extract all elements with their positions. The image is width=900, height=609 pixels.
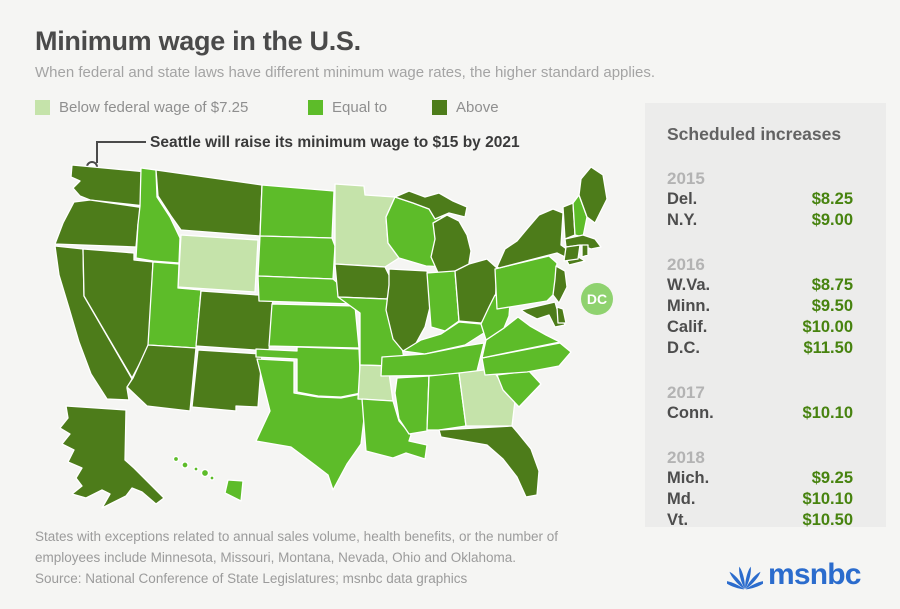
scheduled-state-label: Calif.	[667, 318, 708, 336]
scheduled-row: Mich. $9.25	[667, 468, 853, 489]
dc-badge: DC	[581, 283, 613, 315]
scheduled-group-2016: 2016 W.Va. $8.75 Minn. $9.50 Calif. $10.00 D.C.…	[667, 254, 853, 359]
legend-item-equal: Equal to	[308, 99, 387, 116]
state-sd	[257, 235, 336, 280]
scheduled-group-2015: 2015 Del. $8.25 N.Y. $9.00	[667, 168, 853, 231]
scheduled-increases-panel: Scheduled increases 2015 Del. $8.25 N.Y. $9.…	[645, 103, 886, 529]
state-tx	[255, 358, 367, 491]
state-az	[126, 344, 197, 412]
scheduled-state-label: Vt.	[667, 511, 689, 529]
state-or	[54, 199, 146, 248]
state-ny	[496, 208, 586, 269]
state-nh	[572, 194, 588, 238]
state-wy	[177, 234, 259, 293]
us-minimum-wage-map: DC	[54, 164, 613, 509]
msnbc-logo: msnbc	[727, 558, 862, 592]
state-hi	[224, 479, 244, 502]
page-subtitle: When federal and state laws have differe…	[35, 64, 656, 81]
state-in	[426, 270, 460, 332]
footnote-text: States with exceptions related to annual…	[35, 529, 559, 565]
source-text: Source: National Conference of State Leg…	[35, 571, 468, 586]
scheduled-year: 2018	[667, 448, 705, 467]
scheduled-wage-value: $10.00	[802, 318, 853, 336]
state-nm	[191, 349, 263, 412]
state-ok	[255, 346, 362, 398]
state-wa	[70, 164, 148, 207]
state-ct	[563, 244, 581, 262]
scheduled-row: D.C. $11.50	[667, 338, 853, 359]
state-ak	[59, 405, 165, 509]
scheduled-row: N.Y. $9.00	[667, 210, 853, 231]
state-fl	[438, 425, 540, 498]
state-hi	[193, 466, 199, 472]
scheduled-wage-value: $9.50	[811, 297, 853, 315]
scheduled-year: 2015	[667, 169, 705, 188]
annotation-leader-line	[96, 141, 146, 143]
legend-label-equal: Equal to	[332, 99, 388, 116]
state-me	[578, 166, 608, 224]
state-ri	[581, 244, 589, 258]
scheduled-state-label: W.Va.	[667, 276, 711, 294]
state-nj	[552, 265, 568, 304]
scheduled-row: Vt. $10.50	[667, 510, 853, 531]
scheduled-year: 2016	[667, 255, 705, 274]
state-nd	[259, 184, 335, 239]
state-de	[556, 306, 567, 324]
scheduled-wage-value: $10.10	[802, 490, 853, 508]
legend-swatch-equal	[308, 100, 323, 115]
scheduled-increases-list: 2015 Del. $8.25 N.Y. $9.00 2016 W.Va. $8.75 Minn…	[667, 168, 853, 531]
dc-badge-circle	[581, 283, 613, 315]
peacock-icon	[727, 566, 763, 590]
page-title: Minimum wage in the U.S.	[35, 26, 361, 56]
legend-label-below: Below federal wage of $7.25	[59, 99, 249, 116]
state-hi	[209, 475, 215, 481]
scheduled-state-label: Minn.	[667, 297, 711, 315]
scheduled-wage-value: $8.25	[811, 190, 853, 208]
scheduled-state-label: N.Y.	[667, 211, 698, 229]
scheduled-row: Calif. $10.00	[667, 317, 853, 338]
state-va	[481, 316, 561, 359]
scheduled-state-label: Md.	[667, 490, 696, 508]
scheduled-row: Conn. $10.10	[667, 403, 853, 424]
scheduled-state-label: D.C.	[667, 339, 700, 357]
scheduled-wage-value: $11.50	[803, 339, 853, 357]
scheduled-wage-value: $9.00	[811, 211, 853, 229]
scheduled-group-2018: 2018 Mich. $9.25 Md. $10.10 Vt. $10.50	[667, 447, 853, 531]
scheduled-row: W.Va. $8.75	[667, 275, 853, 296]
state-nc	[481, 342, 572, 376]
state-hi	[200, 468, 210, 478]
legend-item-above: Above	[432, 99, 499, 116]
scheduled-row: Md. $10.10	[667, 489, 853, 510]
scheduled-increases-title: Scheduled increases	[667, 124, 842, 144]
annotation-leader-line	[96, 141, 98, 163]
legend-label-above: Above	[456, 99, 499, 116]
state-hi	[181, 461, 189, 469]
state-tn	[380, 342, 485, 377]
state-ia	[334, 263, 393, 300]
scheduled-row: Del. $8.25	[667, 189, 853, 210]
scheduled-group-2017: 2017 Conn. $10.10	[667, 382, 853, 424]
state-md	[520, 301, 566, 328]
scheduled-wage-value: $9.25	[811, 469, 853, 487]
scheduled-state-label: Del.	[667, 190, 698, 208]
state-ks	[268, 303, 360, 349]
seattle-annotation: Seattle will raise its minimum wage to $…	[150, 134, 520, 151]
scheduled-state-label: Conn.	[667, 404, 714, 422]
scheduled-year: 2017	[667, 383, 705, 402]
state-la	[361, 398, 428, 460]
msnbc-wordmark: msnbc	[768, 558, 862, 591]
scheduled-row: Minn. $9.50	[667, 296, 853, 317]
map-states	[54, 164, 608, 509]
legend-item-below: Below federal wage of $7.25	[35, 99, 248, 116]
state-mi-upper	[394, 190, 468, 220]
scheduled-wage-value: $8.75	[811, 276, 853, 294]
state-hi	[172, 455, 180, 463]
scheduled-wage-value: $10.10	[802, 404, 853, 422]
scheduled-wage-value: $10.50	[802, 511, 853, 529]
scheduled-state-label: Mich.	[667, 469, 710, 487]
legend-swatch-above	[432, 100, 447, 115]
dc-badge-label: DC	[587, 291, 607, 307]
legend-swatch-below	[35, 100, 50, 115]
state-al	[426, 372, 467, 431]
